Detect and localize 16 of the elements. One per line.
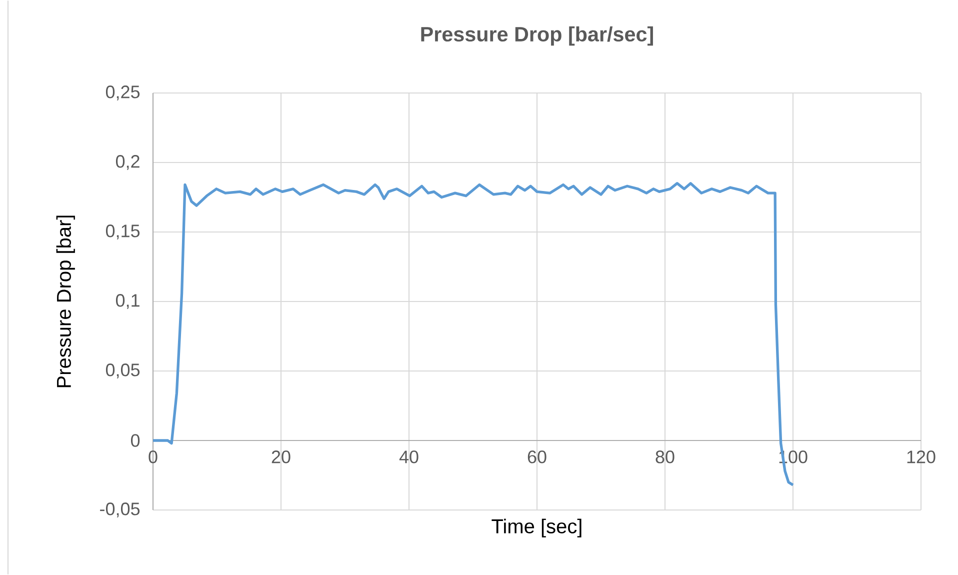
y-tick-label: 0,2 bbox=[116, 155, 140, 170]
x-tick-label: 20 bbox=[272, 450, 290, 464]
x-axis-title: Time [sec] bbox=[492, 518, 582, 538]
y-tick-label: 0 bbox=[130, 434, 140, 447]
y-tick-label: -0,05 bbox=[100, 502, 140, 518]
x-tick-label: 120 bbox=[907, 450, 936, 464]
x-tick-label: 60 bbox=[528, 450, 546, 464]
x-tick-label: 0 bbox=[148, 450, 158, 464]
y-tick-label: 0,25 bbox=[106, 86, 140, 100]
y-tick-label: 0,15 bbox=[106, 224, 140, 240]
x-tick-label: 80 bbox=[656, 450, 674, 464]
y-tick-label: 0,1 bbox=[116, 294, 140, 309]
chart-title: Pressure Drop [bar/sec] bbox=[421, 26, 653, 46]
y-tick-label: 0,05 bbox=[106, 364, 140, 378]
x-tick-label: 40 bbox=[399, 450, 418, 464]
y-axis-title: Pressure Drop [bar] bbox=[56, 216, 75, 388]
